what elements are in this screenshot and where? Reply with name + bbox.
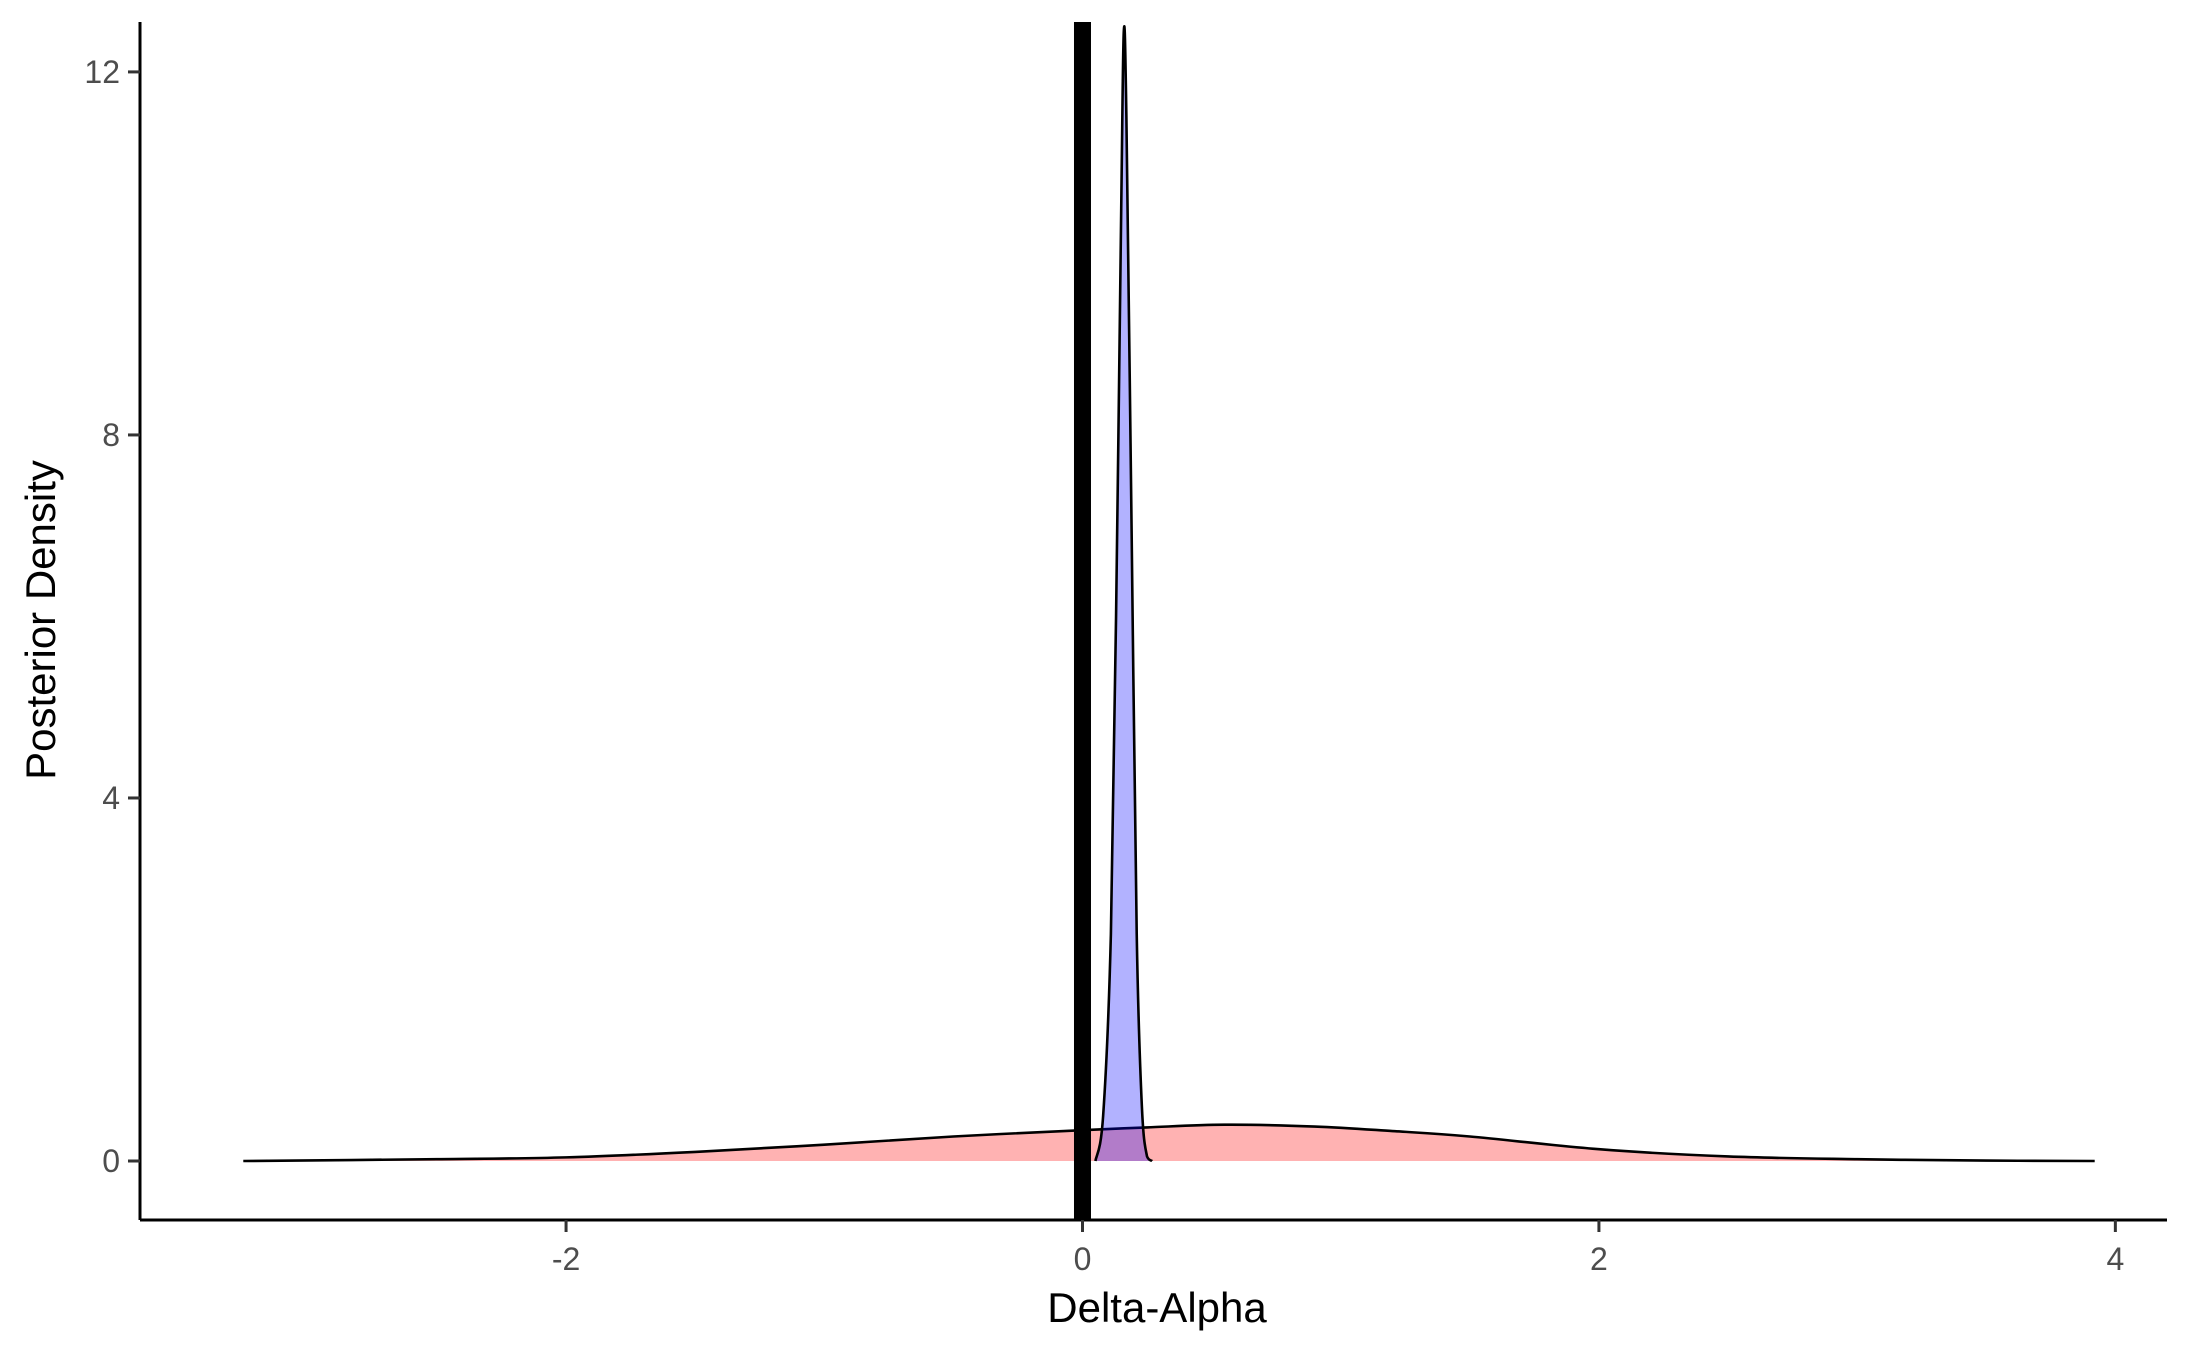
density-outline-2: [1094, 25, 1154, 1163]
x-tick-label: 0: [1074, 1241, 1092, 1277]
density-area-1: [243, 1124, 2095, 1162]
density-outline-1: [243, 1123, 2095, 1163]
density-areas: [243, 25, 2095, 1163]
density-area-2: [1095, 26, 1153, 1162]
y-tick-label: 8: [102, 417, 120, 453]
y-axis-ticks: 0 4 8 12: [84, 54, 140, 1179]
x-tick-label: -2: [552, 1241, 580, 1277]
y-tick-label: 12: [84, 54, 120, 90]
y-axis-title: Posterior Density: [17, 460, 64, 780]
x-axis-ticks: -2 0 2 4: [552, 1220, 2124, 1277]
x-tick-label: 2: [1590, 1241, 1608, 1277]
y-tick-label: 4: [102, 780, 120, 816]
x-axis-title: Delta-Alpha: [1047, 1284, 1267, 1331]
x-tick-label: 4: [2106, 1241, 2124, 1277]
y-tick-label: 0: [102, 1143, 120, 1179]
